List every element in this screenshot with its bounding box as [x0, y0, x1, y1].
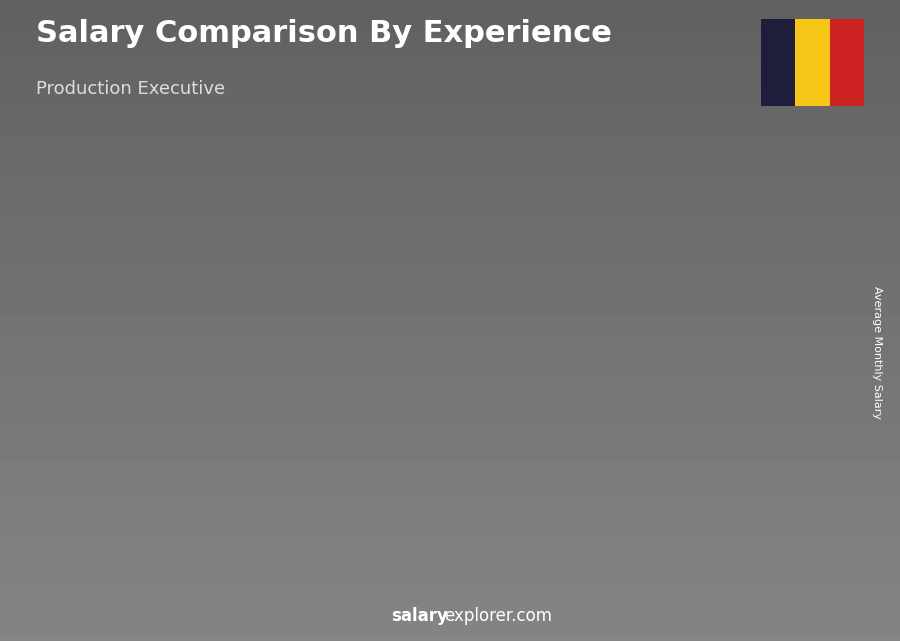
Text: salary: salary [392, 607, 448, 625]
Text: +5%: +5% [650, 138, 692, 156]
Bar [795, 19, 830, 106]
Text: 9,310 EUR: 9,310 EUR [356, 324, 425, 337]
Text: +30%: +30% [261, 247, 315, 265]
Text: explorer.com: explorer.com [444, 607, 552, 625]
Bar [450, 253, 529, 570]
Bar [194, 369, 274, 570]
Polygon shape [785, 193, 796, 570]
Text: 12,300 EUR: 12,300 EUR [611, 246, 688, 258]
Text: +21%: +21% [389, 208, 443, 226]
Text: Salary Comparison By Experience: Salary Comparison By Experience [36, 19, 612, 48]
Text: Average Monthly Salary: Average Monthly Salary [872, 286, 883, 419]
Polygon shape [450, 240, 541, 253]
Text: Production Executive: Production Executive [36, 80, 225, 98]
Polygon shape [146, 408, 158, 570]
Polygon shape [401, 297, 413, 570]
Polygon shape [322, 297, 413, 309]
Text: +34%: +34% [133, 291, 187, 309]
Bar [760, 19, 795, 106]
Bar [706, 205, 785, 570]
Bar [578, 224, 657, 570]
Bar [322, 309, 401, 570]
Polygon shape [657, 212, 669, 570]
Polygon shape [194, 357, 285, 369]
Polygon shape [578, 212, 669, 224]
Polygon shape [274, 357, 285, 570]
Text: 11,300 EUR: 11,300 EUR [483, 272, 561, 285]
Text: +9%: +9% [522, 169, 564, 187]
Bar [67, 420, 146, 570]
Bar [830, 19, 864, 106]
Text: 13,000 EUR: 13,000 EUR [752, 234, 829, 247]
Polygon shape [529, 240, 541, 570]
Text: 7,160 EUR: 7,160 EUR [228, 389, 297, 403]
Polygon shape [706, 193, 796, 205]
Text: 5,340 EUR: 5,340 EUR [100, 440, 169, 453]
Polygon shape [67, 408, 158, 420]
